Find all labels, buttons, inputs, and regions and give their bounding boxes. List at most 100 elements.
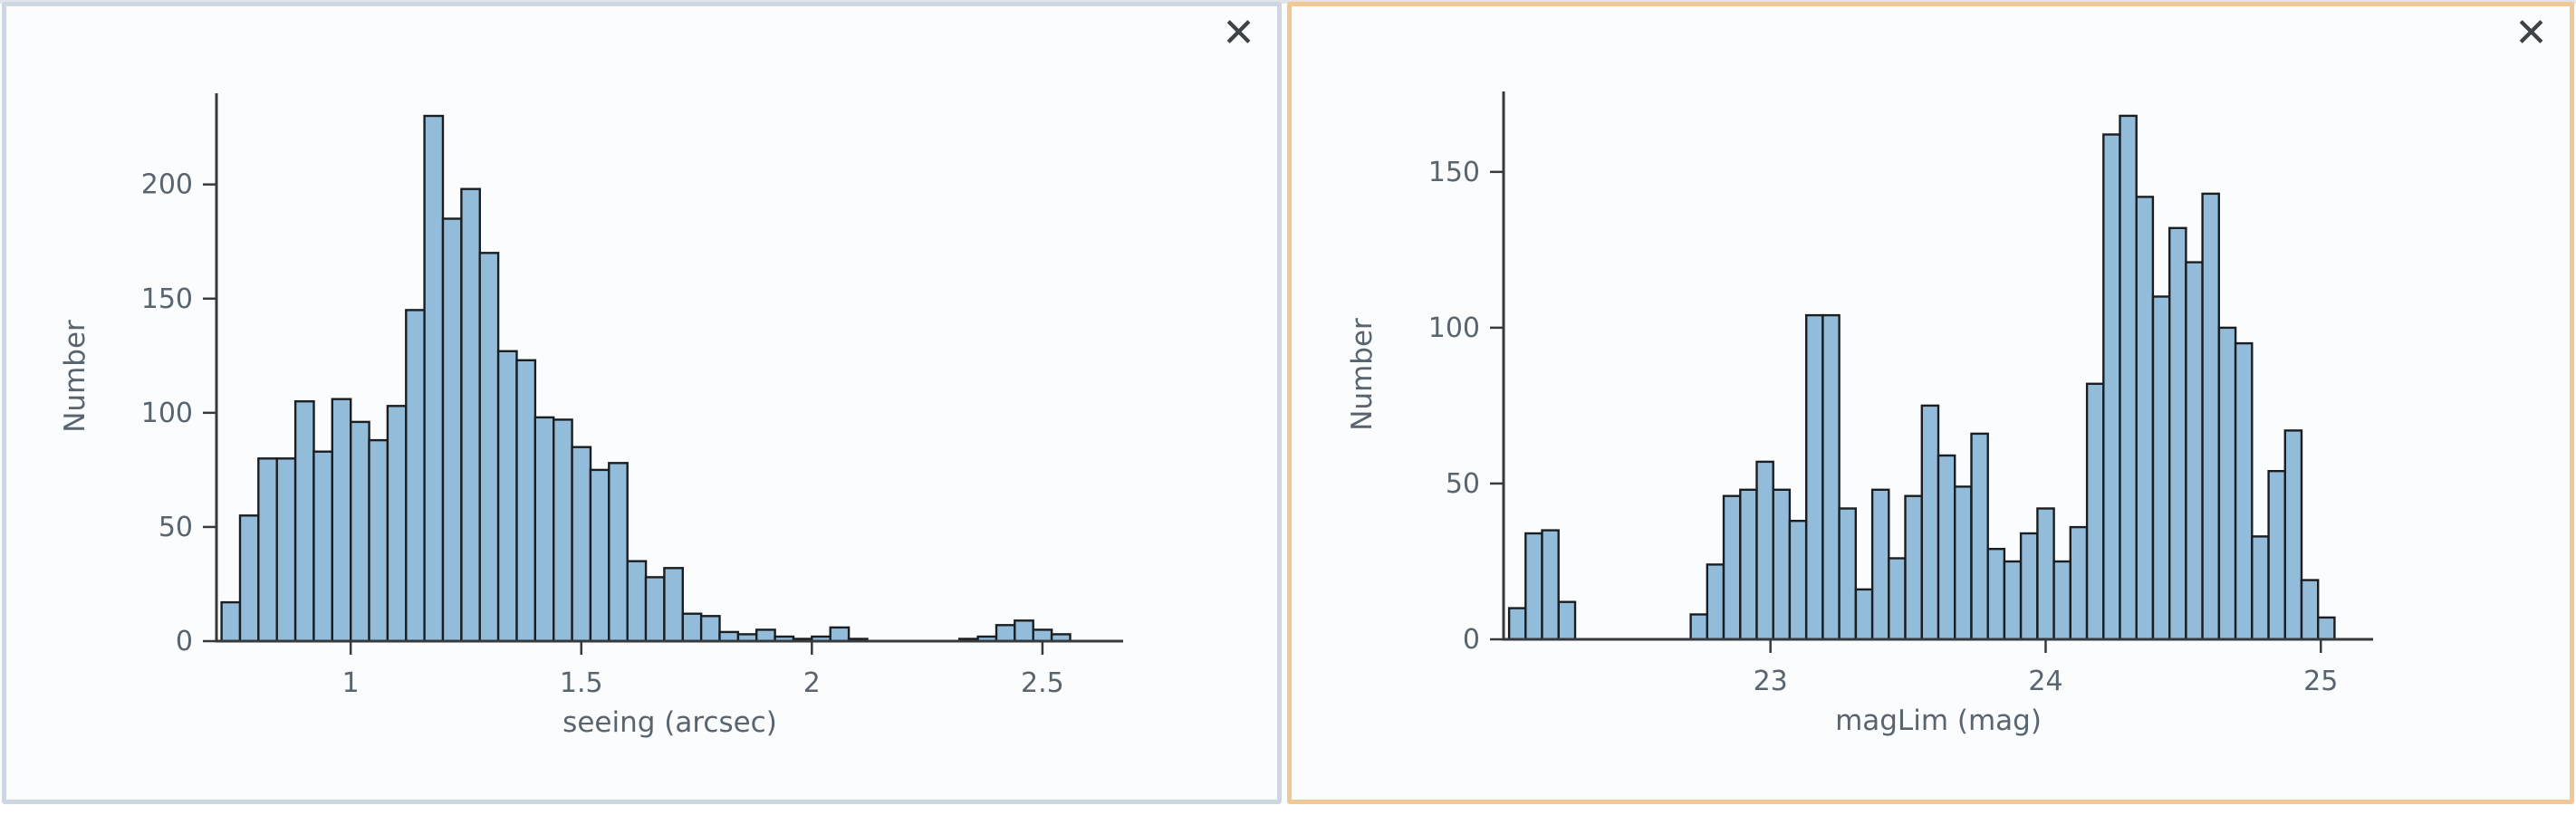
- histogram-bar: [350, 420, 370, 643]
- histogram-bar: [331, 398, 352, 643]
- x-axis-label: seeing (arcsec): [562, 706, 777, 739]
- y-axis-label: Number: [1346, 318, 1379, 431]
- histogram-bar: [1904, 494, 1923, 641]
- y-tick-label: 100: [141, 398, 193, 429]
- y-tick-label: 50: [159, 512, 193, 543]
- y-tick-label: 0: [1463, 624, 1480, 656]
- x-tick-label: 25: [2303, 666, 2338, 697]
- histogram-bar: [2201, 192, 2220, 641]
- histogram-bar: [423, 114, 445, 643]
- histogram-bar: [441, 217, 463, 643]
- histogram-bar: [460, 187, 481, 643]
- x-tick-label: 2.5: [1021, 667, 1064, 699]
- histogram-bar: [1970, 432, 1989, 641]
- histogram-bar: [238, 514, 260, 643]
- histogram-bars: [220, 114, 1072, 643]
- histogram-bar: [386, 405, 408, 643]
- maglim-histogram-chart: 0 50 100 150 23 24 25 magLim (mag) Number: [1346, 91, 2373, 737]
- histogram-bar: [2217, 326, 2237, 641]
- histogram-bars: [1507, 114, 2336, 641]
- y-tick-label: 100: [1428, 312, 1480, 344]
- histogram-bar: [1920, 404, 1940, 641]
- histogram-bar: [995, 624, 1016, 643]
- histogram-bar: [2085, 382, 2105, 641]
- histogram-bar: [1524, 532, 1543, 641]
- histogram-bar: [2069, 525, 2089, 641]
- x-tick-label: 24: [2028, 666, 2062, 697]
- maglim-chart-area: 0 50 100 150 23 24 25 magLim (mag) Number: [1292, 6, 2570, 800]
- histogram-bar: [533, 416, 555, 643]
- histogram-bar: [2234, 341, 2254, 641]
- y-axis-label: Number: [59, 320, 91, 433]
- histogram-bar: [2251, 535, 2270, 641]
- histogram-bar: [312, 450, 333, 643]
- histogram-bar: [220, 600, 242, 643]
- histogram-bar: [1888, 557, 1907, 641]
- histogram-bar: [1722, 494, 1742, 641]
- histogram-bar: [644, 576, 666, 643]
- x-axis-label: magLim (mag): [1835, 705, 2042, 737]
- histogram-bar: [2135, 196, 2155, 641]
- histogram-bar: [2036, 507, 2055, 641]
- histogram-bar: [1032, 628, 1053, 643]
- histogram-bar: [1507, 607, 1527, 641]
- histogram-bar: [2102, 133, 2121, 641]
- x-tick-label: 1: [342, 667, 360, 699]
- x-tick-label: 23: [1754, 666, 1788, 697]
- histogram-bar: [1739, 488, 1758, 641]
- histogram-bar: [2019, 532, 2039, 641]
- y-tick-label: 200: [141, 169, 193, 201]
- histogram-bar: [829, 626, 851, 643]
- histogram-bar: [1689, 613, 1709, 641]
- histogram-bar: [1870, 488, 1890, 641]
- histogram-bar: [608, 462, 629, 643]
- y-tick-label: 0: [176, 626, 193, 657]
- histogram-bar: [1014, 619, 1034, 643]
- seeing-chart-area: 0 50 100 150 200 1 1.5 2 2.5 seeing (arcsec) Numbe…: [6, 6, 1277, 800]
- histogram-bar: [2119, 114, 2138, 641]
- histogram-bar: [2052, 560, 2071, 641]
- histogram-bar: [1788, 520, 1808, 641]
- histogram-bar: [1557, 600, 1577, 641]
- y-tick-label: 50: [1446, 468, 1480, 500]
- histogram-bar: [718, 630, 740, 643]
- histogram-bar: [2283, 429, 2303, 641]
- histogram-bar: [1541, 529, 1560, 641]
- axes: 0 50 100 150 200 1 1.5 2 2.5: [141, 93, 1123, 699]
- histogram-bar: [626, 560, 648, 643]
- histogram-bar: [699, 615, 721, 643]
- histogram-bar: [1821, 313, 1841, 641]
- histogram-bar: [405, 309, 426, 643]
- y-tick-label: 150: [141, 283, 193, 315]
- x-tick-label: 1.5: [560, 667, 603, 699]
- x-tick-label: 2: [803, 667, 821, 699]
- seeing-histogram-chart: 0 50 100 150 200 1 1.5 2 2.5 seeing (arcsec) Numbe…: [59, 93, 1123, 739]
- seeing-histogram-panel: 0 50 100 150 200 1 1.5 2 2.5 seeing (arcsec) Numbe…: [2, 2, 1282, 804]
- histogram-bar: [1755, 460, 1774, 641]
- histogram-bar: [275, 457, 297, 643]
- histogram-bar: [2267, 470, 2286, 641]
- y-tick-label: 150: [1428, 157, 1480, 188]
- histogram-bar: [293, 400, 315, 643]
- histogram-bar: [1937, 454, 1956, 641]
- histogram-bar: [2168, 226, 2187, 641]
- axes: 0 50 100 150 23 24 25: [1428, 91, 2373, 697]
- histogram-bar: [1706, 563, 1725, 641]
- histogram-bar: [515, 359, 537, 643]
- histogram-bar: [368, 438, 389, 643]
- close-icon[interactable]: ✕: [1216, 12, 1261, 55]
- histogram-bar: [1772, 488, 1792, 641]
- histogram-bar: [1854, 588, 1874, 641]
- histogram-bar: [1954, 485, 1973, 641]
- histogram-bar: [1805, 313, 1824, 641]
- histogram-bar: [2316, 616, 2336, 641]
- histogram-bar: [589, 468, 610, 643]
- histogram-bar: [2300, 579, 2320, 641]
- histogram-bar: [2185, 261, 2204, 641]
- histogram-bar: [496, 350, 518, 643]
- close-icon[interactable]: ✕: [2509, 12, 2553, 55]
- histogram-bar: [2151, 295, 2171, 641]
- histogram-bar: [571, 446, 592, 643]
- histogram-bar: [257, 457, 278, 643]
- maglim-histogram-panel: 0 50 100 150 23 24 25 magLim (mag) Number ✕: [1287, 2, 2574, 804]
